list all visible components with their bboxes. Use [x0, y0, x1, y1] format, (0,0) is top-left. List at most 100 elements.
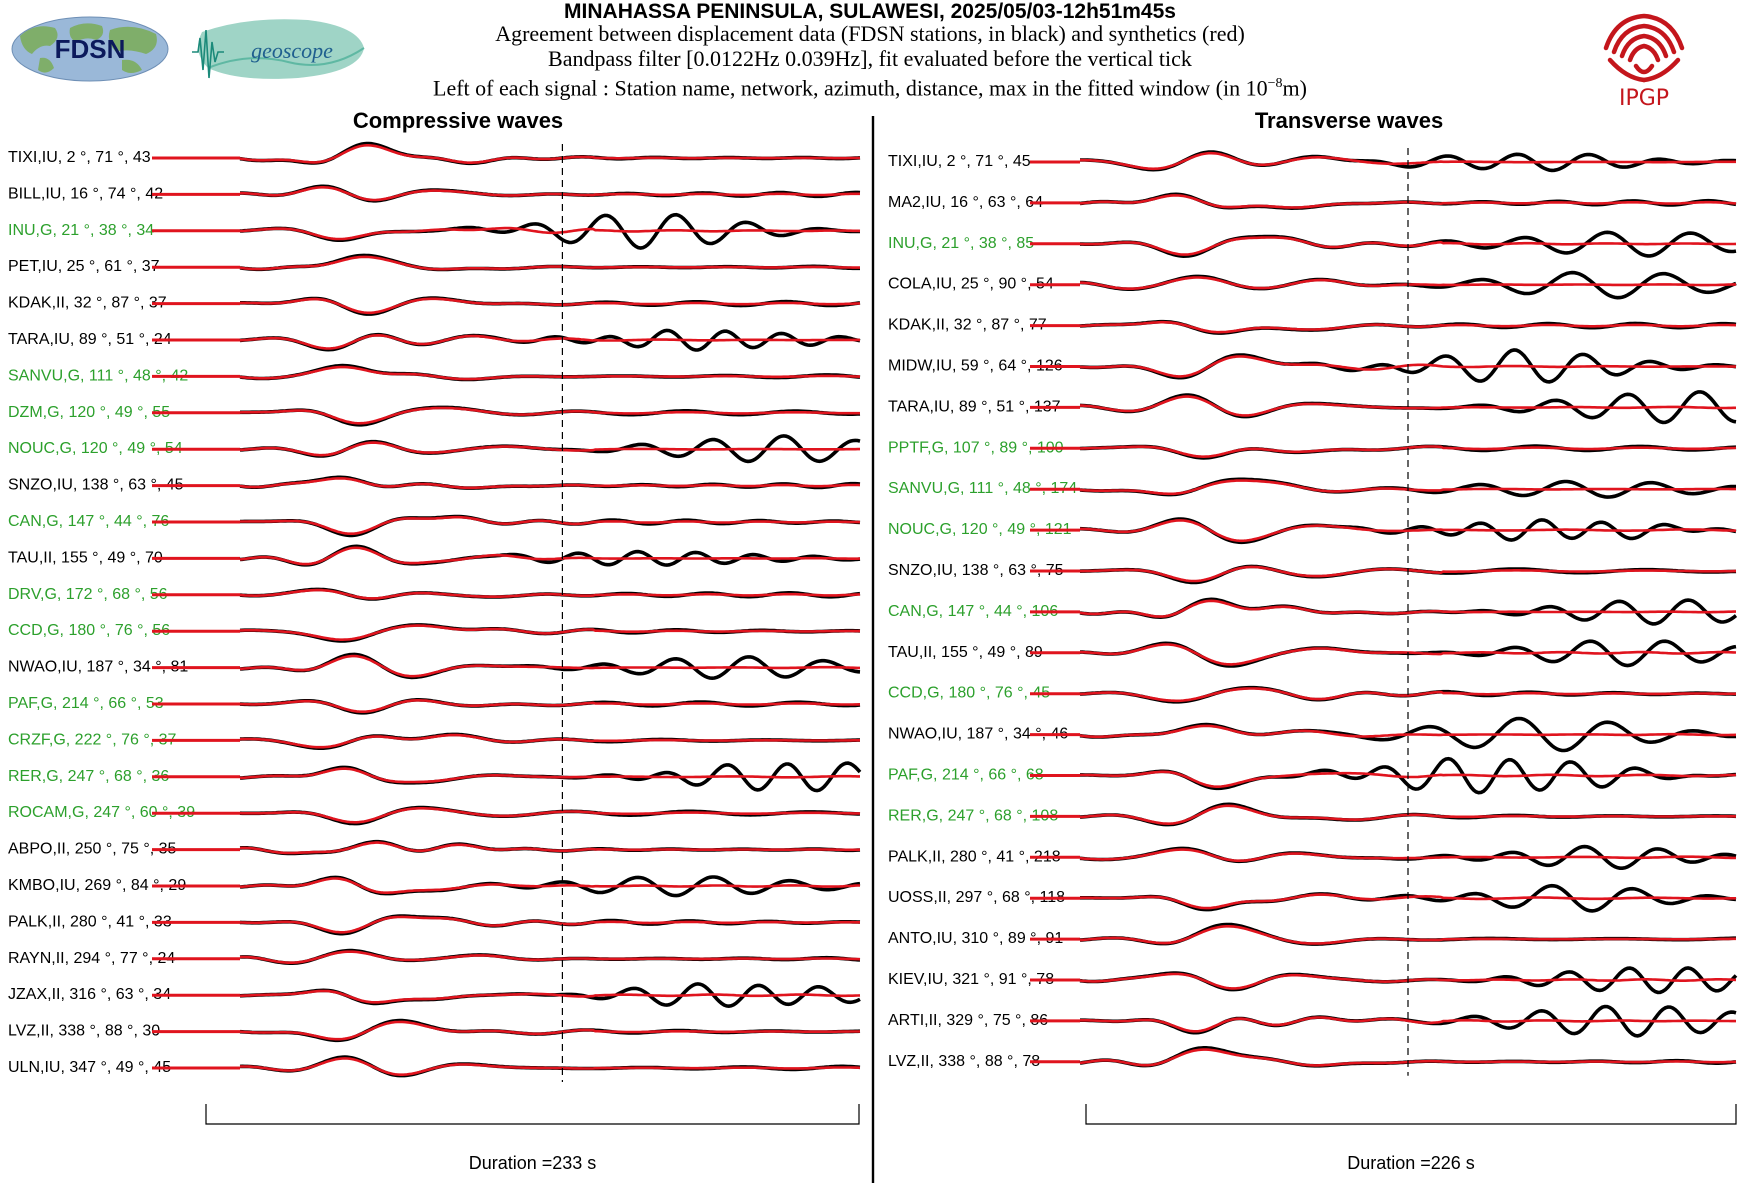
fdsn-logo: FDSN	[11, 16, 169, 82]
station-label: KDAK,II, 32 °, 87 °, 37	[8, 295, 167, 312]
synthetic-trace	[239, 546, 861, 566]
station-label: BILL,IU, 16 °, 74 °, 42	[8, 185, 163, 202]
station-label: SNZO,IU, 138 °, 63 °, 45	[8, 477, 184, 494]
synthetic-trace	[239, 1020, 860, 1041]
synthetic-trace	[239, 365, 860, 381]
station-label: CCD,G, 180 °, 76 °, 56	[8, 622, 170, 639]
station-label: KDAK,II, 32 °, 87 °, 77	[888, 317, 1047, 334]
data-trace	[240, 296, 861, 316]
station-label: CCD,G, 180 °, 76 °, 45	[888, 685, 1050, 702]
label-legend-exponent: −8	[1267, 76, 1283, 91]
station-label: PAF,G, 214 °, 66 °, 53	[8, 695, 164, 712]
station-label: SNZO,IU, 138 °, 63 °, 75	[888, 562, 1064, 579]
geoscope-logo-text: geoscope	[251, 38, 333, 63]
station-label: INU,G, 21 °, 38 °, 34	[8, 222, 154, 239]
station-label: KMBO,IU, 269 °, 84 °, 29	[8, 877, 186, 894]
synthetic-trace	[239, 255, 860, 271]
station-label: PALK,II, 280 °, 41 °, 218	[888, 848, 1061, 865]
station-label: PPTF,G, 107 °, 89 °, 100	[888, 439, 1064, 456]
synthetic-trace	[1079, 445, 1737, 459]
station-label: NWAO,IU, 187 °, 34 °, 81	[8, 659, 188, 676]
data-trace	[239, 805, 861, 826]
station-label: LVZ,II, 338 °, 88 °, 30	[8, 1023, 160, 1040]
station-label: KIEV,IU, 321 °, 91 °, 78	[888, 971, 1054, 988]
synthetic-trace	[1080, 395, 1736, 417]
duration-label: Duration =233 s	[469, 1153, 597, 1173]
synthetic-trace	[240, 1057, 861, 1076]
synthetic-trace	[240, 624, 860, 641]
synthetic-trace	[1080, 1016, 1736, 1033]
synthetic-trace	[239, 588, 861, 600]
synthetic-trace	[239, 477, 861, 490]
label-legend-suffix: m)	[1282, 75, 1307, 101]
duration-bracket	[205, 1104, 860, 1125]
station-label: RAYN,II, 294 °, 77 °, 24	[8, 950, 175, 967]
station-label: TARA,IU, 89 °, 51 °, 24	[8, 331, 172, 348]
synthetic-trace	[239, 333, 860, 350]
station-label: TARA,IU, 89 °, 51 °, 137	[888, 398, 1061, 415]
synthetic-trace	[239, 767, 860, 784]
panel-title: Transverse waves	[1255, 108, 1443, 133]
station-label: DRV,G, 172 °, 68 °, 56	[8, 586, 168, 603]
ipgp-logo: IPGP	[1603, 13, 1685, 110]
synthetic-trace	[239, 733, 860, 749]
synthetic-trace	[240, 186, 860, 202]
station-label: SANVU,G, 111 °, 48 °, 174	[888, 480, 1077, 497]
synthetic-trace	[239, 950, 861, 964]
label-legend-prefix: Left of each signal : Station name, netw…	[433, 75, 1268, 101]
synthetic-trace	[239, 841, 861, 855]
station-label: MA2,IU, 16 °, 63 °, 64	[888, 194, 1043, 211]
station-label: SANVU,G, 111 °, 48 °, 42	[8, 367, 188, 384]
synthetic-trace	[239, 877, 860, 894]
station-label: RER,G, 247 °, 68 °, 36	[8, 768, 169, 785]
station-label: TAU,II, 155 °, 49 °, 70	[8, 549, 163, 566]
station-label: TIXI,IU, 2 °, 71 °, 43	[8, 149, 151, 166]
station-label: NOUC,G, 120 °, 49 °, 54	[8, 440, 183, 457]
synthetic-trace	[239, 807, 861, 824]
synthetic-trace	[1079, 320, 1737, 334]
panel-compressive: Compressive waves TIXI,IU, 2 °, 71 °, 43 B…	[8, 108, 862, 1173]
station-label: NOUC,G, 120 °, 49 °, 121	[888, 521, 1072, 538]
fdsn-logo-text: FDSN	[55, 34, 126, 64]
figure-title: MINAHASSA PENINSULA, SULAWESI, 2025/05/0…	[564, 0, 1176, 23]
data-trace	[239, 141, 861, 166]
figure-subtitle-filter: Bandpass filter [0.0122Hz 0.039Hz], fit …	[548, 46, 1192, 71]
station-label: NWAO,IU, 187 °, 34 °, 46	[888, 726, 1068, 743]
synthetic-trace	[239, 989, 861, 1004]
station-label: DZM,G, 120 °, 49 °, 55	[8, 404, 170, 421]
synthetic-trace	[1079, 925, 1736, 945]
synthetic-trace	[239, 144, 861, 164]
station-label: COLA,IU, 25 °, 90 °, 54	[888, 276, 1054, 293]
station-label: ANTO,IU, 310 °, 89 °, 91	[888, 930, 1063, 947]
station-label: RER,G, 247 °, 68 °, 108	[888, 807, 1058, 824]
figure-subtitle-label-legend: Left of each signal : Station name, netw…	[0, 71, 1740, 101]
synthetic-trace	[239, 226, 861, 241]
station-label: ABPO,II, 250 °, 75 °, 35	[8, 841, 177, 858]
figure-subtitle-data-synthetics: Agreement between displacement data (FDS…	[495, 21, 1245, 46]
station-label: TIXI,IU, 2 °, 71 °, 45	[888, 153, 1031, 170]
synthetic-trace	[239, 406, 860, 425]
synthetic-trace	[239, 699, 861, 713]
station-label: LVZ,II, 338 °, 88 °, 78	[888, 1053, 1040, 1070]
data-trace	[240, 514, 861, 538]
station-label: ULN,IU, 347 °, 49 °, 45	[8, 1059, 171, 1076]
station-label: CAN,G, 147 °, 44 °, 76	[8, 513, 169, 530]
ipgp-logo-text: IPGP	[1619, 86, 1669, 110]
station-label: ROCAM,G, 247 °, 60 °, 39	[8, 804, 195, 821]
station-label: UOSS,II, 297 °, 68 °, 118	[888, 889, 1065, 906]
station-label: PET,IU, 25 °, 61 °, 37	[8, 258, 160, 275]
panel-title: Compressive waves	[353, 108, 563, 133]
synthetic-trace	[1079, 599, 1736, 618]
station-label: JZAX,II, 316 °, 63 °, 34	[8, 986, 171, 1003]
station-label: PAF,G, 214 °, 66 °, 68	[888, 767, 1044, 784]
station-label: ARTI,II, 329 °, 75 °, 86	[888, 1012, 1048, 1029]
synthetic-trace	[1079, 519, 1737, 543]
station-label: TAU,II, 155 °, 49 °, 89	[888, 644, 1043, 661]
synthetic-trace	[239, 915, 860, 934]
synthetic-trace	[239, 441, 860, 457]
synthetic-trace	[240, 297, 861, 315]
station-label: MIDW,IU, 59 °, 64 °, 126	[888, 358, 1063, 375]
synthetic-trace	[1079, 687, 1736, 703]
station-label: CAN,G, 147 °, 44 °, 106	[888, 603, 1058, 620]
